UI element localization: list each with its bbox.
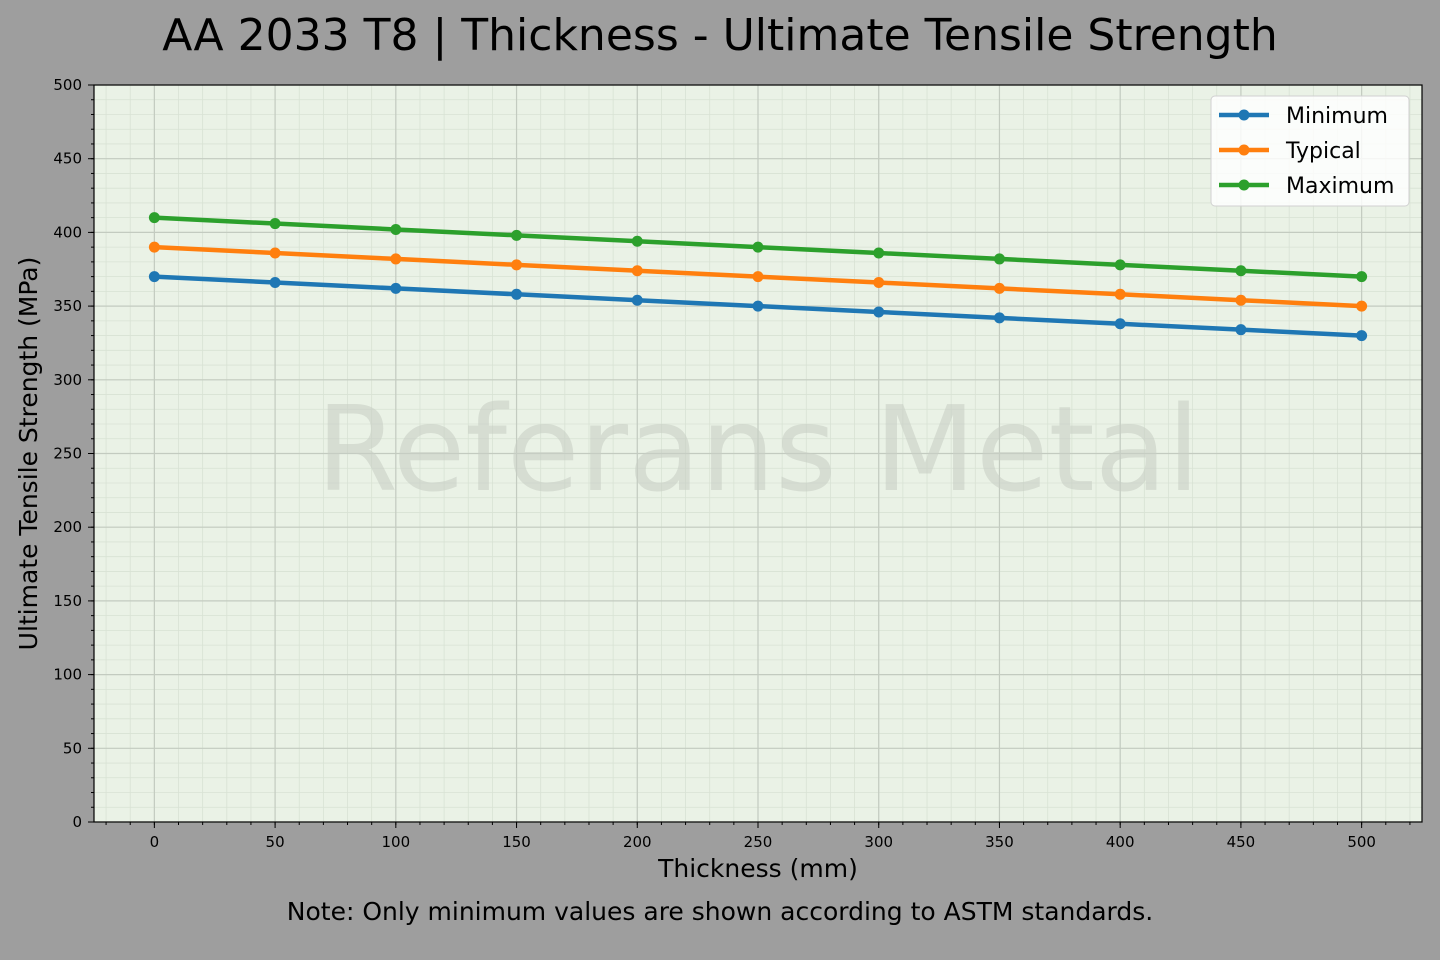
data-point [873,247,885,259]
legend-label: Minimum [1286,104,1388,129]
data-point [390,223,402,235]
x-tick-label: 300 [864,833,893,851]
data-point [1114,288,1126,300]
data-point [873,277,885,289]
data-point [993,312,1005,324]
data-point [390,253,402,265]
x-tick-label: 250 [744,833,773,851]
x-tick-label: 500 [1347,833,1376,851]
data-point [631,265,643,277]
y-tick-label: 400 [53,223,82,241]
data-point [752,271,764,283]
data-point [1356,330,1368,342]
x-tick-label: 0 [150,833,160,851]
data-point [1114,318,1126,330]
data-point [1235,324,1247,336]
data-point [511,288,523,300]
data-point [993,282,1005,294]
data-point [1356,271,1368,283]
data-point [1235,265,1247,277]
y-tick-label: 300 [53,371,82,389]
x-axis-label: Thickness (mm) [657,854,858,883]
data-point [631,235,643,247]
data-point [390,282,402,294]
data-point [1235,294,1247,306]
data-point [873,306,885,318]
data-point [1114,259,1126,271]
data-point [269,277,281,289]
data-point [148,271,160,283]
legend-marker-icon [1238,144,1250,156]
data-point [269,247,281,259]
data-point [752,300,764,312]
x-tick-label: 400 [1106,833,1135,851]
x-tick-label: 350 [985,833,1014,851]
legend: Minimum Typical Maximum [1210,95,1410,207]
y-tick-label: 250 [53,445,82,463]
data-point [148,241,160,253]
chart-note: Note: Only minimum values are shown acco… [286,897,1154,926]
y-tick-label: 150 [53,592,82,610]
y-tick-label: 200 [53,518,82,536]
y-tick-label: 500 [53,76,82,94]
data-point [511,229,523,241]
legend-marker-icon [1238,179,1250,191]
x-tick-label: 450 [1227,833,1256,851]
data-point [752,241,764,253]
x-tick-label: 200 [623,833,652,851]
legend-label: Maximum [1286,174,1394,199]
y-tick-label: 0 [72,813,82,831]
legend-marker-icon [1238,109,1250,121]
y-tick-label: 350 [53,297,82,315]
y-tick-label: 450 [53,150,82,168]
y-axis-label: Ultimate Tensile Strength (MPa) [14,257,43,651]
data-point [631,294,643,306]
data-point [148,212,160,224]
data-point [1356,300,1368,312]
x-tick-label: 50 [266,833,285,851]
chart-title: AA 2033 T8 | Thickness - Ultimate Tensil… [162,10,1278,61]
legend-label: Typical [1285,139,1361,164]
data-point [511,259,523,271]
y-tick-label: 100 [53,666,82,684]
x-tick-label: 150 [502,833,531,851]
data-point [269,218,281,230]
data-point [993,253,1005,265]
y-tick-label: 50 [63,739,82,757]
watermark: Referans Metal [316,380,1200,518]
x-tick-label: 100 [381,833,410,851]
